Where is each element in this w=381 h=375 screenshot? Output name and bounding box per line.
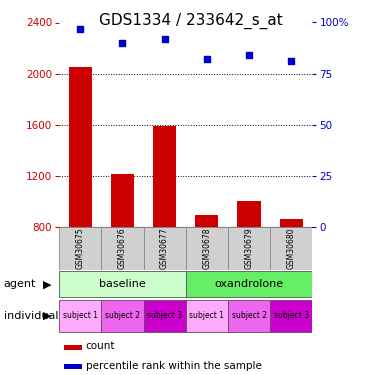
Text: GSM30676: GSM30676: [118, 228, 127, 269]
Bar: [101, 227, 144, 270]
Text: GSM30679: GSM30679: [245, 228, 254, 269]
Bar: [111, 174, 134, 227]
Text: baseline: baseline: [99, 279, 146, 289]
Bar: [186, 272, 312, 297]
Bar: [270, 227, 312, 270]
Bar: [144, 227, 186, 270]
Text: subject 1: subject 1: [62, 311, 98, 320]
Bar: [64, 345, 82, 350]
Bar: [270, 300, 312, 332]
Bar: [144, 300, 186, 332]
Text: ▶: ▶: [43, 311, 52, 321]
Bar: [69, 67, 92, 227]
Text: count: count: [86, 341, 115, 351]
Text: subject 3: subject 3: [274, 311, 309, 320]
Bar: [228, 300, 270, 332]
Bar: [237, 201, 261, 227]
Bar: [59, 227, 101, 270]
Bar: [101, 300, 144, 332]
Text: ▶: ▶: [43, 279, 52, 289]
Text: agent: agent: [4, 279, 36, 289]
Text: subject 3: subject 3: [147, 311, 182, 320]
Text: GSM30675: GSM30675: [76, 228, 85, 269]
Text: GSM30678: GSM30678: [202, 228, 211, 269]
Text: oxandrolone: oxandrolone: [215, 279, 283, 289]
Bar: [59, 300, 101, 332]
Text: subject 1: subject 1: [189, 311, 224, 320]
Bar: [228, 227, 270, 270]
Text: individual: individual: [4, 311, 58, 321]
Text: GSM30680: GSM30680: [287, 228, 296, 269]
Bar: [59, 272, 186, 297]
Bar: [186, 227, 228, 270]
Point: [288, 58, 295, 64]
Bar: [64, 364, 82, 369]
Point: [246, 52, 252, 58]
Text: percentile rank within the sample: percentile rank within the sample: [86, 361, 261, 370]
Bar: [195, 215, 218, 227]
Point: [204, 56, 210, 62]
Point: [77, 26, 83, 32]
Text: subject 2: subject 2: [232, 311, 267, 320]
Text: subject 2: subject 2: [105, 311, 140, 320]
Point: [162, 36, 168, 42]
Point: [119, 40, 125, 46]
Text: GSM30677: GSM30677: [160, 228, 169, 269]
Bar: [186, 300, 228, 332]
Bar: [280, 219, 303, 227]
Text: GDS1334 / 233642_s_at: GDS1334 / 233642_s_at: [99, 13, 282, 29]
Bar: [153, 126, 176, 227]
